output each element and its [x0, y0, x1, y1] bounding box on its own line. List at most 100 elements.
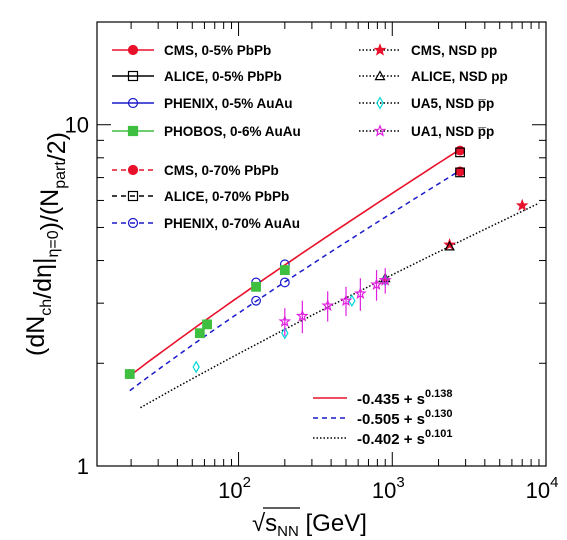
y-axis-label: (dNch/dη|η=0)/(Npart/2) [22, 132, 71, 356]
y-tick-label: 1 [77, 454, 89, 479]
fit-legend-label: -0.505 + s0.130 [357, 408, 453, 428]
series-6 [251, 277, 290, 306]
data-point [279, 277, 290, 288]
data-point [444, 240, 455, 251]
y-axis-label-subscript: η=0 [45, 230, 62, 257]
fit-exponent: 0.101 [425, 428, 453, 440]
data-point [251, 281, 261, 292]
legend-marker [127, 97, 139, 109]
legend-label: ALICE, 0-5% PbPb [164, 69, 282, 84]
y-axis-label-part: /dη| [29, 258, 57, 299]
legend-label: CMS, NSD pp [411, 43, 497, 58]
fit-lines [129, 148, 540, 409]
fit-legend-entry-1: -0.505 + s0.130 [313, 408, 453, 428]
fit-line-2 [140, 202, 540, 409]
fit-line-0 [129, 148, 461, 377]
data-point [278, 314, 292, 328]
fit-legend-entry-2: -0.402 + s0.101 [313, 428, 453, 448]
x-tick-label: 102 [218, 474, 251, 503]
x-tick-label: 103 [372, 474, 405, 503]
data-point [455, 167, 465, 178]
fit-exponent: 0.138 [425, 388, 453, 400]
legend-entry-8: ALICE, NSD pp [359, 69, 508, 84]
fit-exponent: 0.130 [425, 408, 453, 420]
data-point [339, 294, 353, 307]
legend-entry-6: PHENIX, 0-70% AuAu [112, 216, 300, 231]
legend-marker [127, 164, 139, 176]
data-point [281, 326, 289, 340]
data-point [279, 265, 290, 276]
plot-frame [96, 21, 547, 467]
legend-marker [373, 43, 387, 56]
legend-marker [127, 190, 139, 202]
x-axis-label-unit: [GeV] [299, 510, 367, 537]
legend-label: UA5, NSD p̅p [411, 96, 494, 111]
legend-label: PHENIX, 0-5% AuAu [164, 96, 293, 111]
fit-line-1 [129, 169, 461, 392]
legend-entry-5: ALICE, 0-70% PbPb [112, 189, 289, 204]
legend-marker [376, 96, 384, 110]
legend-label: ALICE, NSD pp [411, 69, 508, 84]
legend-label: PHOBOS, 0-6% AuAu [164, 124, 301, 139]
series-7 [378, 198, 529, 286]
series-10 [278, 268, 392, 337]
legend-marker [127, 44, 139, 56]
legend-label: ALICE, 0-70% PbPb [164, 189, 289, 204]
axis-labels: √sNN [GeV] (dNch/dη|η=0)/(Npart/2) [22, 132, 367, 540]
fit-legend-label: -0.435 + s0.138 [357, 388, 453, 408]
data-point [124, 369, 135, 379]
fit-legend-label: -0.402 + s0.101 [357, 428, 453, 448]
data-point [378, 273, 392, 286]
x-axis-label: √sNN [GeV] [252, 507, 367, 540]
y-axis-label-text: (dNch/dη|η=0)/(Npart/2) [22, 132, 71, 356]
legend: CMS, 0-5% PbPb ALICE, 0-5% PbPb PHENIX, 0-… [112, 43, 508, 231]
series-1 [455, 147, 465, 158]
legend-entry-1: ALICE, 0-5% PbPb [112, 69, 282, 84]
legend-marker [127, 125, 139, 137]
series-5 [455, 167, 465, 178]
legend-marker [373, 124, 387, 137]
x-tick-label: 104 [526, 474, 559, 503]
legend-entry-10: UA1, NSD p̅p [359, 124, 494, 139]
legend-marker [127, 70, 139, 82]
legend-label: CMS, 0-5% PbPb [164, 43, 271, 58]
y-axis-label-subscript: part [52, 161, 69, 189]
legend-entry-4: CMS, 0-70% PbPb [112, 163, 279, 178]
axis-ticks [97, 21, 547, 467]
data-point [370, 278, 383, 291]
tick-labels: 102 103 104 1 10 [65, 113, 559, 503]
legend-entry-9: UA5, NSD p̅p [359, 96, 494, 111]
data-points [124, 145, 529, 379]
data-point [455, 147, 465, 158]
y-axis-label-part: /2) [43, 132, 71, 161]
x-tick-exponent: 4 [550, 474, 558, 491]
data-point [251, 295, 261, 306]
data-point [202, 319, 212, 330]
legend-label: CMS, 0-70% PbPb [164, 163, 279, 178]
legend-entry-2: PHENIX, 0-5% AuAu [112, 96, 293, 111]
legend-entry-7: CMS, NSD pp [359, 43, 497, 58]
series-3 [124, 265, 290, 379]
data-point [295, 309, 309, 322]
data-point [443, 238, 456, 251]
x-axis-label-text: √sNN [GeV] [252, 510, 367, 540]
legend-marker [374, 70, 386, 81]
y-axis-label-part: )/(N [36, 189, 64, 231]
legend-label: PHENIX, 0-70% AuAu [164, 216, 300, 231]
x-tick-exponent: 2 [243, 474, 251, 491]
fit-legend-entry-0: -0.435 + s0.138 [313, 388, 453, 408]
fit-legend: -0.435 + s0.138-0.505 + s0.130-0.402 + s… [313, 388, 453, 448]
x-axis-label-subscript: NN [277, 523, 299, 540]
data-point [192, 360, 200, 374]
legend-label: UA1, NSD p̅p [411, 124, 494, 139]
data-point [194, 328, 205, 339]
data-point [354, 287, 367, 299]
y-axis-label-part: (dN [22, 316, 50, 356]
legend-marker [127, 217, 139, 229]
y-axis-label-subscript: ch [38, 299, 55, 316]
data-point [515, 198, 529, 211]
x-tick-exponent: 3 [396, 474, 404, 491]
y-tick-label: 10 [65, 113, 89, 138]
legend-entry-0: CMS, 0-5% PbPb [112, 43, 271, 58]
